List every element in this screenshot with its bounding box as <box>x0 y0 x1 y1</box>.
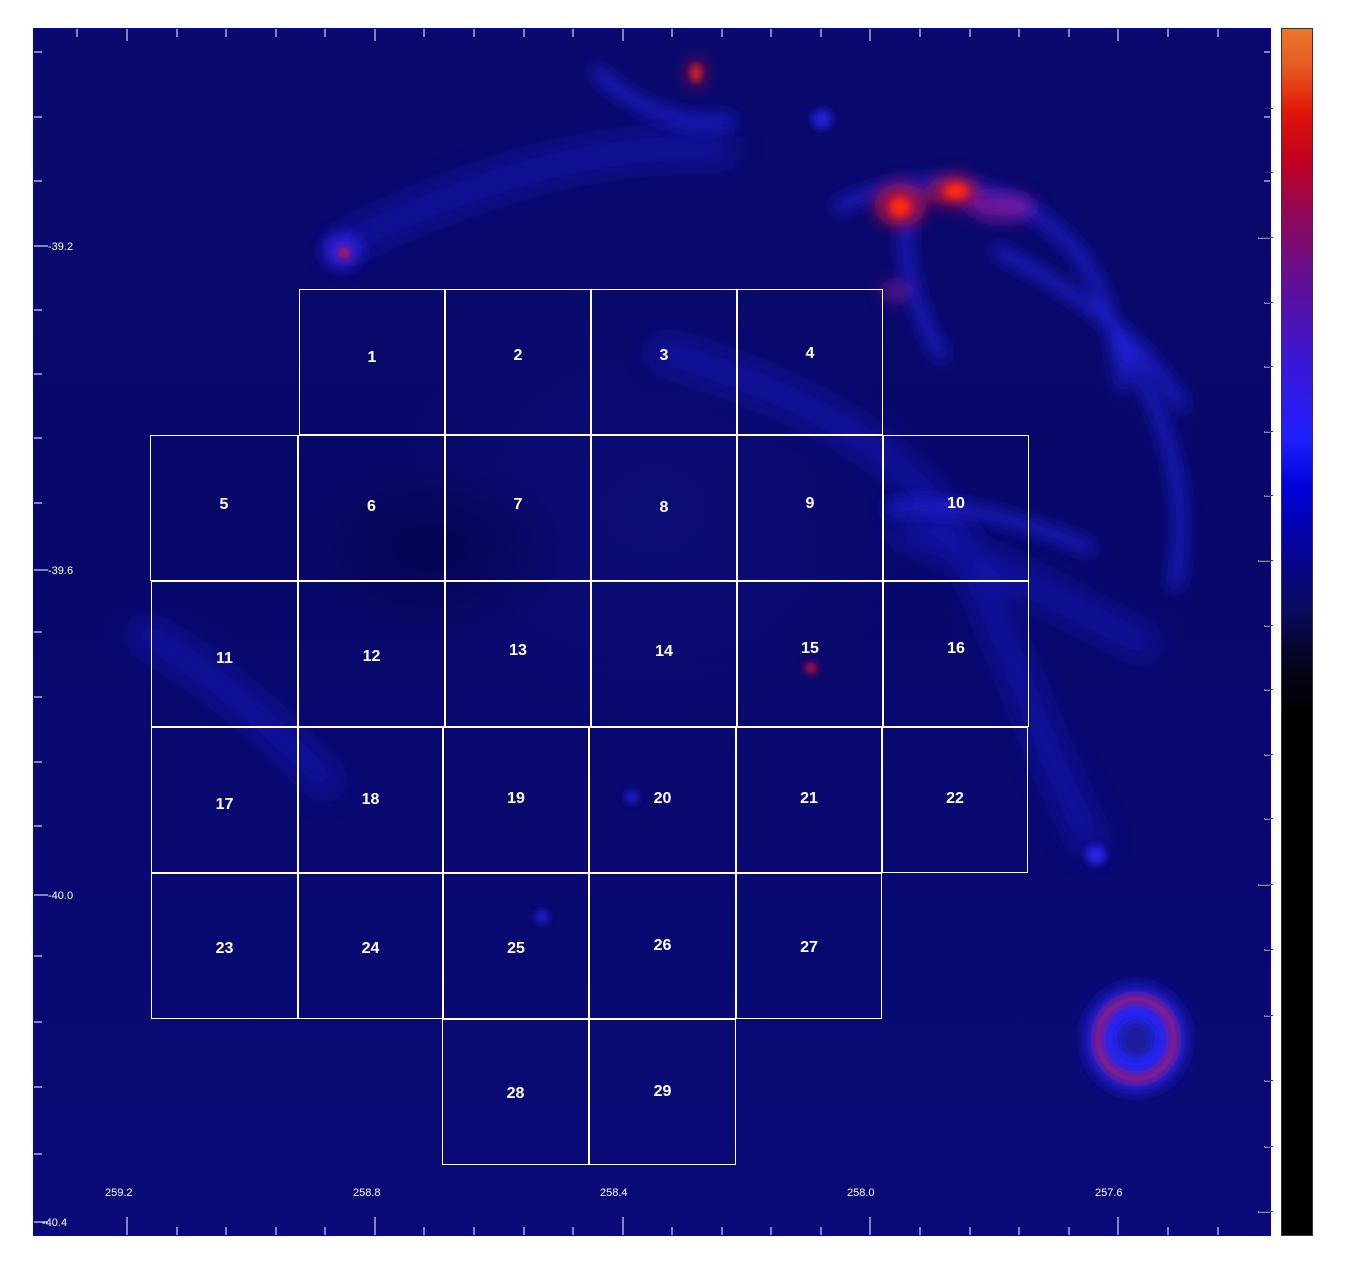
sky-map: -39.2 -39.6 -40.0 -40.4 259.2 258.8 258.… <box>33 28 1271 1236</box>
field-box: 9 <box>737 435 883 581</box>
field-box: 26 <box>589 873 736 1019</box>
field-box: 24 <box>298 873 443 1019</box>
field-label: 2 <box>513 347 523 364</box>
colorbar-tick <box>1265 302 1273 303</box>
colorbar-tick <box>1265 366 1273 367</box>
field-box: 21 <box>736 727 882 873</box>
field-box: 18 <box>298 727 443 873</box>
field-label: 21 <box>800 790 818 807</box>
dec-label-2: -39.6 <box>48 565 74 577</box>
field-box: 13 <box>445 581 591 727</box>
field-box: 12 <box>298 581 445 727</box>
dec-label-1: -39.2 <box>48 241 74 253</box>
field-label: 6 <box>367 498 376 515</box>
field-label: 20 <box>653 790 672 807</box>
field-label: 10 <box>947 495 965 512</box>
colorbar-tick <box>1265 689 1273 690</box>
field-label: 22 <box>946 790 964 807</box>
field-box: 29 <box>589 1019 736 1165</box>
field-box: 3 <box>591 289 737 435</box>
colorbar-tick <box>1265 1080 1273 1081</box>
field-box: 25 <box>443 873 589 1019</box>
field-label: 15 <box>801 640 819 657</box>
colorbar-tick <box>1265 754 1273 755</box>
field-label: 17 <box>215 796 234 813</box>
field-label: 8 <box>659 499 669 516</box>
field-label: 24 <box>361 940 380 957</box>
field-label: 1 <box>367 349 377 366</box>
colorbar <box>1281 28 1313 1236</box>
field-box: 28 <box>442 1019 589 1165</box>
field-box: 4 <box>737 289 883 435</box>
field-box: 22 <box>882 727 1028 873</box>
field-box: 14 <box>591 581 737 727</box>
field-label: 19 <box>507 790 525 807</box>
colorbar-tick <box>1259 884 1273 885</box>
field-box: 2 <box>445 289 591 435</box>
colorbar-tick <box>1265 172 1273 173</box>
colorbar-tick <box>1265 1146 1273 1147</box>
ra-label-2: 258.8 <box>353 1187 381 1199</box>
field-box: 6 <box>298 435 445 581</box>
field-label: 11 <box>216 650 233 667</box>
ra-label-1: 259.2 <box>105 1187 133 1199</box>
colorbar-tick <box>1265 495 1273 496</box>
field-box: 5 <box>150 435 298 581</box>
field-box: 16 <box>883 581 1029 727</box>
colorbar-tick <box>1265 108 1273 109</box>
field-label: 14 <box>655 643 673 660</box>
colorbar-tick <box>1265 1015 1273 1016</box>
field-label: 3 <box>659 347 669 364</box>
field-label: 23 <box>215 940 234 957</box>
field-box: 1 <box>299 289 445 435</box>
colorbar-tick <box>1259 237 1273 238</box>
ra-label-4: 258.0 <box>847 1187 875 1199</box>
field-label: 16 <box>947 640 965 657</box>
colorbar-tick <box>1259 560 1273 561</box>
field-box: 11 <box>151 581 298 727</box>
field-label: 4 <box>805 345 815 362</box>
field-box: 27 <box>736 873 882 1019</box>
colorbar-tick <box>1265 949 1273 950</box>
field-box: 20 <box>589 727 736 873</box>
field-box: 8 <box>591 435 737 581</box>
ra-label-3: 258.4 <box>600 1187 628 1199</box>
field-box: 10 <box>883 435 1029 581</box>
colorbar-tick <box>1265 431 1273 432</box>
ra-label-5: 257.6 <box>1095 1187 1123 1199</box>
field-label: 27 <box>800 939 818 956</box>
field-box: 17 <box>151 727 298 873</box>
field-label: 28 <box>506 1085 525 1102</box>
field-label: 5 <box>219 496 229 513</box>
field-label: 12 <box>362 648 381 665</box>
colorbar-tick <box>1259 1211 1273 1212</box>
field-box: 19 <box>443 727 589 873</box>
field-box: 7 <box>445 435 591 581</box>
field-label: 26 <box>653 937 672 954</box>
colorbar-tick <box>1265 818 1273 819</box>
dec-label-3: -40.0 <box>48 890 74 902</box>
field-box: 23 <box>151 873 298 1019</box>
field-label: 29 <box>653 1083 672 1100</box>
field-box: 15 <box>737 581 883 727</box>
field-label: 25 <box>507 940 525 957</box>
colorbar-tick <box>1265 625 1273 626</box>
emission-background <box>34 29 1270 1235</box>
field-label: 18 <box>361 791 380 808</box>
field-label: 9 <box>805 495 815 512</box>
field-label: 13 <box>509 642 527 659</box>
dec-label-4: -40.4 <box>42 1217 68 1229</box>
field-label: 7 <box>513 496 523 513</box>
